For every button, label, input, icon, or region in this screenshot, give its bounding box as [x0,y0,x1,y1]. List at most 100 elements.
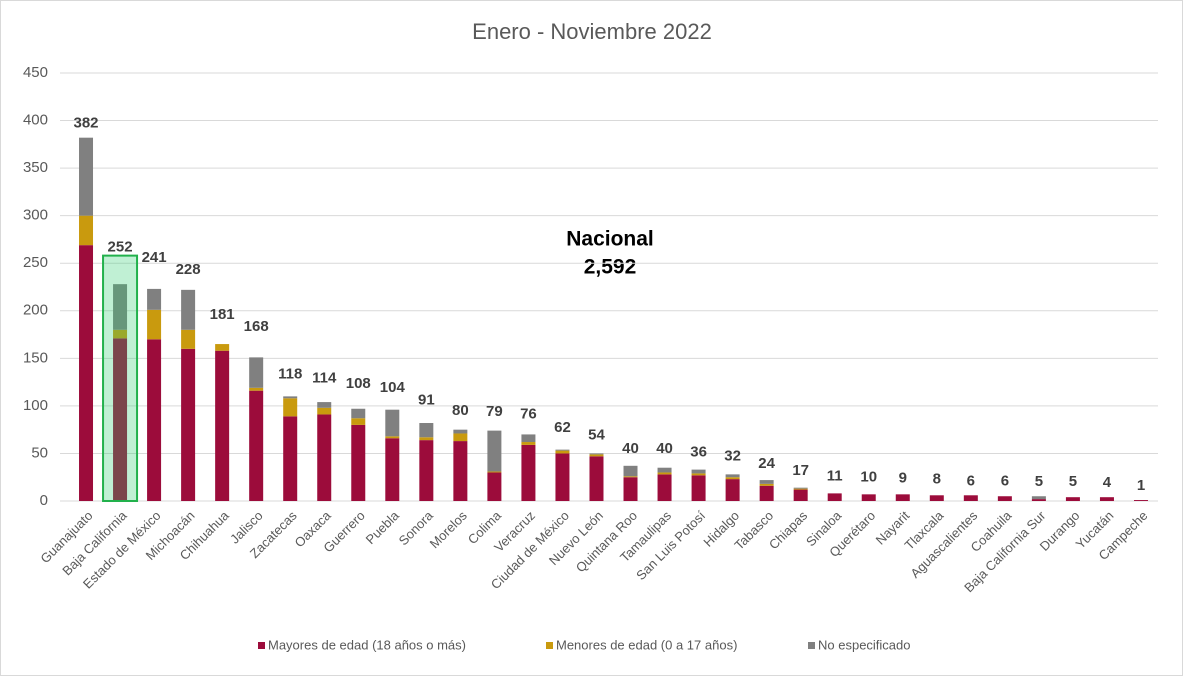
bar-segment [589,454,604,457]
total-label: 10 [860,468,877,485]
bar-segment [385,436,400,439]
bar-segment [657,474,672,501]
total-label: 40 [622,440,639,457]
total-label: 9 [899,469,907,486]
y-tick-label: 300 [23,207,48,224]
bar-segment [861,494,876,501]
bar-segment [249,357,264,388]
bar-segment [759,485,774,501]
y-tick-label: 450 [23,64,48,81]
bar-segment [725,477,740,480]
bar-segment [181,289,196,330]
bar-segment [759,480,774,484]
bar-segment [623,465,638,477]
total-label: 241 [142,249,167,266]
bar-segment [691,475,706,501]
bar-segment [249,387,264,391]
total-label: 5 [1035,473,1043,490]
bar-segment [657,472,672,475]
bar-segment [1065,497,1080,501]
bar-segment [725,479,740,501]
bar-segment [623,476,638,478]
bar-segment [521,434,536,443]
total-label: 62 [554,419,571,436]
bar-segment [419,437,434,441]
total-label: 32 [724,448,741,465]
bar-segment [1031,496,1046,500]
bar-segment [147,288,162,310]
annotation: Nacional [566,228,654,251]
total-label: 6 [1001,472,1009,489]
bar-segment [793,489,808,501]
bar-segment [1031,499,1046,501]
total-label: 6 [967,472,975,489]
bar-segment [759,483,774,486]
bar-segment [623,477,638,501]
bar-segment [283,396,298,399]
total-label: 114 [312,370,337,387]
legend-swatch [808,642,815,649]
total-label: 118 [278,366,302,383]
bar-segment [487,472,502,501]
total-label: 40 [656,440,673,457]
bar-segment [793,487,808,489]
bar-segment [691,469,706,474]
bar-segment [113,338,128,501]
bar-segment [147,309,162,340]
total-label: 76 [520,406,537,423]
bar-segment [283,398,298,417]
total-label: 11 [827,468,843,485]
bar-segment [283,416,298,501]
bar-segment [929,495,944,501]
legend-label: Menores de edad (0 a 17 años) [556,637,737,652]
bar-segment [895,494,910,501]
bar-segment [385,438,400,501]
bar-segment [453,441,468,501]
bar-segment [555,449,570,451]
legend-swatch [546,642,553,649]
legend-label: No especificado [818,637,911,652]
total-label: 104 [380,379,406,396]
bar-segment [79,245,94,501]
bar-segment [113,329,128,339]
bar-segment [725,474,740,478]
total-label: 54 [588,427,605,444]
bar-segment [79,137,94,216]
bar-segment [827,493,842,501]
bar-segment [555,453,570,501]
bar-segment [317,414,332,501]
bar-segment [487,471,502,473]
bar-segment [385,409,400,437]
bar-segment [147,339,162,501]
total-label: 108 [346,375,371,392]
bar-segment [963,495,978,501]
bar-segment [181,329,196,349]
bar-segment [351,424,366,501]
bar-segment [181,348,196,501]
total-label: 5 [1069,473,1077,490]
y-tick-label: 0 [40,492,48,509]
y-tick-label: 250 [23,254,48,271]
bar-segment [691,473,706,476]
bar-segment [351,408,366,419]
bar-segment [589,453,604,455]
legend-swatch [258,642,265,649]
bar-segment [453,429,468,434]
bar-segment [419,423,434,438]
bar-segment [521,442,536,445]
bar-segment [555,450,570,454]
bar-segment [997,496,1012,501]
bar-segment [487,430,502,472]
bar-segment [215,350,230,501]
total-label: 1 [1137,477,1145,494]
total-label: 382 [74,115,99,132]
y-tick-label: 100 [23,397,48,414]
bar-segment [113,284,128,330]
bar-segment [351,418,366,425]
total-label: 79 [486,403,503,420]
total-label: 36 [690,444,707,461]
bar-segment [317,407,332,415]
y-tick-label: 150 [23,349,48,366]
